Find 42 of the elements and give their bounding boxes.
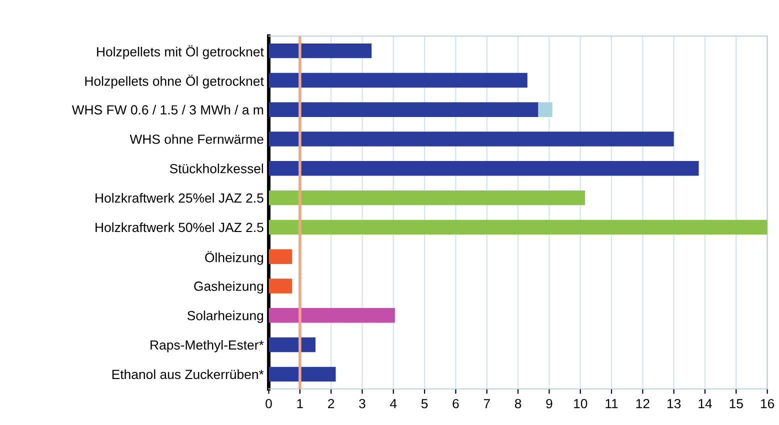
y-tick-label: Holzpellets mit Öl getrocknet: [97, 45, 264, 60]
bar: [268, 308, 395, 323]
x-tick-label: 13: [668, 398, 681, 408]
bar: [268, 102, 538, 117]
bar: [268, 249, 292, 264]
x-tick-label: 12: [636, 398, 650, 408]
x-tick-label: 14: [698, 399, 712, 408]
y-tick-label: Stückholzkessel: [170, 164, 264, 174]
y-tick-label: Holzkraftwerk 25%el JAZ 2.5: [96, 193, 264, 203]
bar: [268, 161, 699, 176]
bar: [268, 220, 768, 235]
x-tick-label: 4: [390, 399, 397, 408]
y-tick-label: Ethanol aus Zuckerrüben*: [112, 369, 264, 380]
y-tick-label: Holzpellets ohne Öl getrocknet: [85, 74, 264, 88]
bar: [268, 72, 528, 88]
x-tick-label: 1: [297, 399, 303, 408]
bar: [538, 102, 552, 117]
x-tick-label: 16: [760, 398, 774, 408]
y-tick-label: WHS ohne Fernwärme: [130, 134, 264, 144]
x-tick-label: 2: [328, 398, 334, 408]
x-tick-label: 11: [606, 399, 618, 408]
bar: [268, 278, 292, 294]
y-tick-label: Ölheizung: [205, 251, 264, 265]
y-tick-label: Raps-Methyl-Ester*: [150, 340, 264, 352]
x-tick-label: 9: [546, 398, 552, 408]
bar: [268, 366, 336, 382]
x-tick-label: 15: [730, 399, 743, 408]
x-tick-label: 10: [574, 398, 588, 408]
x-tick-label: 0: [266, 398, 272, 408]
bar: [268, 43, 372, 58]
x-tick-label: 7: [484, 399, 490, 408]
bar: [268, 132, 674, 146]
x-tick-label: 8: [514, 398, 522, 408]
bar: [268, 190, 586, 206]
x-tick-label: 3: [359, 398, 366, 408]
y-tick-label: WHS FW 0.6 / 1.5 / 3 MWh / a m: [72, 104, 264, 115]
bar: [268, 337, 316, 352]
x-tick-label: 5: [421, 399, 428, 408]
x-tick-label: 6: [452, 398, 459, 408]
y-tick-label: Gasheizung: [194, 281, 264, 294]
y-tick-label: Holzkraftwerk 50%el JAZ 2.5: [96, 222, 264, 232]
y-tick-label: Solarheizung: [187, 310, 264, 323]
